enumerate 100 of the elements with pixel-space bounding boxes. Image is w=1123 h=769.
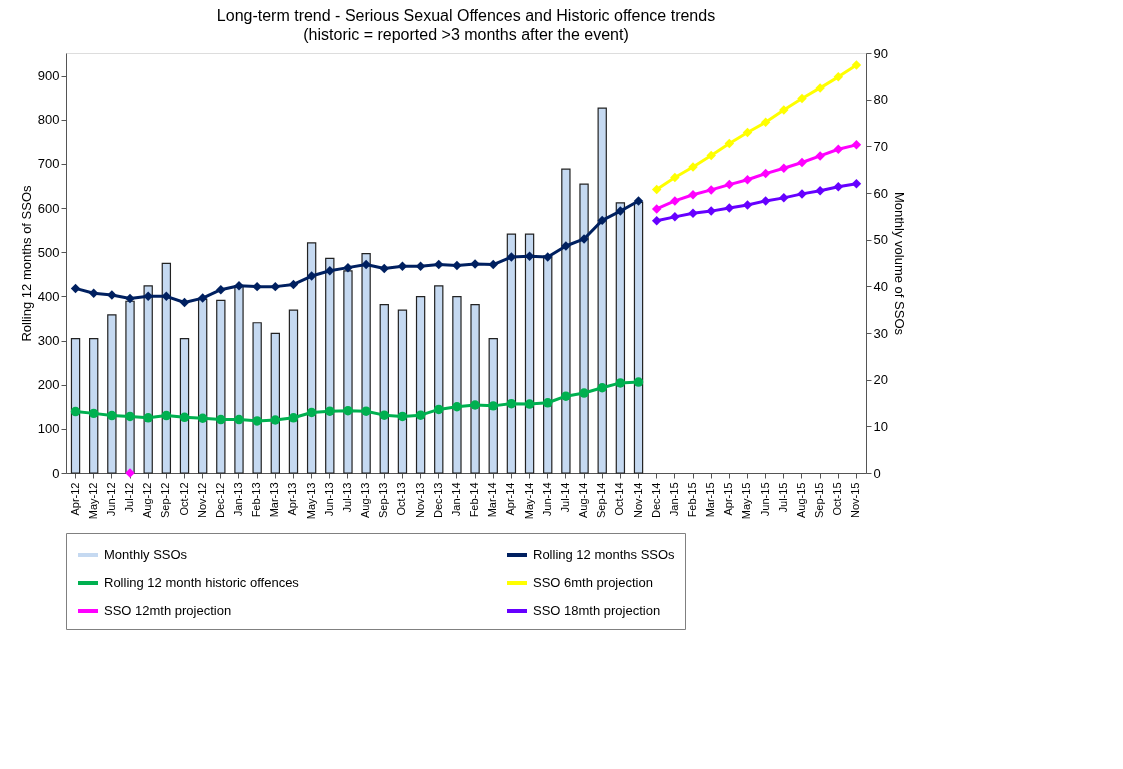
point — [851, 178, 862, 189]
legend-label: SSO 12mth projection — [104, 603, 232, 618]
point — [161, 410, 172, 421]
y-tick-label: 100 — [37, 421, 60, 437]
point — [216, 284, 226, 295]
bar — [252, 322, 262, 474]
y-tick-label: 600 — [37, 200, 60, 216]
point — [379, 263, 390, 274]
point — [779, 193, 789, 203]
x-tick-label: Jul-12 — [123, 482, 136, 513]
x-tick-label: Dec-14 — [649, 482, 662, 518]
bar — [89, 338, 99, 474]
bar — [543, 255, 553, 474]
point — [397, 261, 408, 272]
x-tick-label: Jan-13 — [231, 482, 244, 517]
bar — [415, 296, 426, 474]
point — [270, 281, 281, 292]
point — [651, 204, 662, 214]
point — [561, 391, 571, 401]
bar — [361, 253, 371, 474]
x-tick-label: Oct-15 — [831, 482, 844, 516]
point — [597, 215, 607, 226]
point — [760, 168, 771, 179]
y2-tick-label: 50 — [873, 232, 888, 248]
point — [306, 271, 317, 281]
point — [670, 212, 680, 222]
point — [361, 259, 371, 270]
point — [325, 406, 335, 416]
point — [742, 175, 753, 185]
point — [779, 163, 789, 174]
bar — [161, 262, 172, 474]
point — [851, 60, 862, 70]
x-tick-label: Jul-13 — [340, 482, 353, 513]
bar — [270, 332, 280, 474]
point — [688, 208, 698, 219]
point — [615, 378, 626, 388]
y2-tick-label: 10 — [873, 418, 888, 434]
point — [88, 408, 99, 419]
x-tick-label: Aug-13 — [359, 482, 372, 518]
y2-tick-label: 80 — [873, 92, 888, 108]
bar — [561, 168, 571, 474]
y-tick-label: 900 — [37, 68, 60, 84]
point — [270, 415, 281, 425]
x-tick-label: Jun-14 — [540, 482, 553, 517]
y2-tick-label: 20 — [873, 372, 888, 388]
point — [434, 404, 444, 415]
x-tick-label: Dec-12 — [213, 482, 226, 518]
y2-axis-title: Monthly volume of SSOs — [891, 191, 907, 336]
x-tick-label: Apr-15 — [722, 482, 735, 516]
point — [724, 179, 735, 190]
point — [797, 157, 807, 168]
point — [706, 150, 716, 161]
point — [470, 400, 480, 410]
point — [706, 185, 716, 195]
point — [506, 398, 517, 409]
bar — [452, 296, 462, 474]
x-tick-label: Apr-14 — [504, 482, 517, 516]
x-tick-label: Jul-15 — [776, 482, 789, 513]
x-tick-label: Nov-12 — [195, 482, 208, 518]
y-axis-title: Rolling 12 months of SSOs — [18, 184, 34, 342]
point — [434, 259, 444, 270]
point — [706, 206, 716, 216]
point — [760, 196, 771, 206]
x-tick-label: Apr-13 — [286, 482, 299, 516]
bar — [216, 299, 226, 474]
x-tick-label: Sep-13 — [377, 482, 390, 518]
point — [143, 413, 153, 423]
x-tick-label: Jun-13 — [322, 482, 335, 517]
point — [343, 262, 353, 273]
point — [107, 410, 117, 421]
bar — [397, 309, 408, 474]
bar — [234, 285, 244, 474]
point — [361, 406, 371, 416]
y2-tick-label: 40 — [873, 278, 888, 294]
point — [252, 281, 262, 292]
bar — [579, 183, 589, 474]
point — [760, 117, 771, 128]
point — [615, 206, 626, 216]
y2-tick-label: 90 — [873, 45, 888, 61]
chart-title: Long-term trend - Serious Sexual Offences and Historic offence trends — [216, 7, 716, 24]
x-tick-label: May-12 — [86, 482, 99, 520]
point — [815, 186, 825, 196]
x-tick-label: Aug-14 — [577, 482, 590, 518]
point — [325, 265, 335, 276]
point — [179, 412, 190, 423]
point — [70, 283, 81, 294]
point — [143, 291, 153, 302]
x-tick-label: Sep-12 — [159, 482, 172, 518]
point — [179, 297, 190, 308]
bar — [597, 107, 607, 474]
point — [833, 182, 844, 192]
point — [524, 399, 535, 409]
x-tick-label: Apr-12 — [68, 482, 81, 516]
point — [724, 203, 735, 213]
point — [88, 288, 99, 298]
x-tick-label: Feb-13 — [250, 482, 263, 518]
point — [197, 413, 208, 423]
point — [452, 402, 462, 412]
bar — [506, 233, 517, 474]
point — [125, 293, 135, 304]
